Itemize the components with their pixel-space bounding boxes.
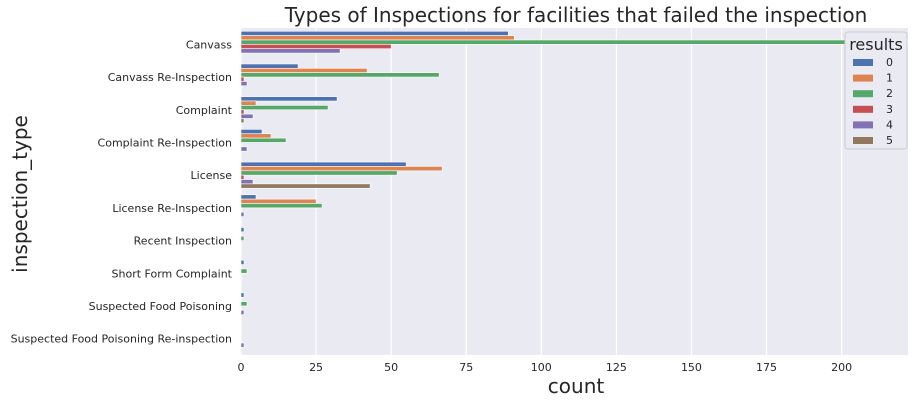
- legend-swatch-4: [853, 121, 873, 129]
- x-tick-label-25: 25: [309, 361, 323, 374]
- x-tick-label-125: 125: [606, 361, 627, 374]
- bar-1-series-0: [240, 63, 299, 69]
- legend-swatch-1: [853, 74, 873, 82]
- plot-background: [241, 28, 908, 355]
- bar-5-series-0: [240, 194, 257, 200]
- bar-4-series-5: [240, 183, 371, 189]
- bar-1-series-4: [240, 81, 248, 87]
- legend-swatch-2: [853, 90, 873, 98]
- bar-2-series-1: [240, 100, 257, 106]
- bar-2-series-5: [240, 118, 245, 124]
- legend-items: 0 1 2 3 4 5: [853, 56, 893, 147]
- bar-1-series-2: [240, 72, 440, 78]
- y-tick-label-4: License: [191, 169, 233, 182]
- x-tick-label-100: 100: [531, 361, 552, 374]
- bar-8-series-0: [240, 292, 245, 298]
- legend-label-1: 1: [886, 72, 893, 85]
- y-tick-label-8: Suspected Food Poisoning: [89, 300, 232, 313]
- x-tick-label-175: 175: [756, 361, 777, 374]
- legend-label-3: 3: [886, 103, 893, 116]
- bar-2-series-0: [240, 96, 338, 102]
- legend-swatch-3: [853, 105, 873, 113]
- y-tick-label-6: Recent Inspection: [134, 235, 232, 248]
- bar-7-series-0: [240, 259, 245, 265]
- y-tick-label-3: Complaint Re-Inspection: [98, 136, 232, 149]
- x-axis-label: count: [548, 374, 605, 398]
- x-tick-label-0: 0: [238, 361, 245, 374]
- y-tick-label-9: Suspected Food Poisoning Re-inspection: [11, 333, 232, 346]
- bar-9-series-4: [240, 342, 245, 348]
- bar-5-series-4: [240, 211, 245, 217]
- bar-0-series-3: [240, 44, 392, 50]
- legend-label-2: 2: [886, 87, 893, 100]
- bar-6-series-2: [240, 235, 245, 241]
- bar-3-series-0: [240, 129, 263, 135]
- bar-8-series-2: [240, 301, 248, 307]
- bar-1-series-3: [240, 76, 245, 82]
- bar-5-series-1: [240, 198, 317, 204]
- bar-0-series-4: [240, 48, 341, 54]
- bar-2-series-3: [240, 109, 245, 115]
- bar-3-series-2: [240, 137, 287, 143]
- y-tick-labels: Canvass Canvass Re-Inspection Complaint Com…: [11, 38, 233, 345]
- bar-3-series-4: [240, 146, 248, 152]
- bar-0-series-2: [240, 39, 908, 45]
- legend-title: results: [849, 35, 903, 54]
- legend-label-4: 4: [886, 118, 893, 131]
- y-axis-label: inspection_type: [8, 115, 32, 273]
- y-tick-label-2: Complaint: [176, 104, 233, 117]
- y-tick-label-7: Short Form Complaint: [112, 267, 233, 280]
- legend-label-5: 5: [886, 134, 893, 147]
- bar-5-series-2: [240, 203, 323, 209]
- y-tick-label-5: License Re-Inspection: [112, 202, 232, 215]
- x-tick-label-50: 50: [384, 361, 398, 374]
- bar-3-series-1: [240, 133, 272, 139]
- bar-7-series-2: [240, 268, 248, 274]
- x-tick-labels: 0 25 50 75 100 125 150 175 200: [238, 361, 853, 374]
- bar-6-series-0: [240, 227, 245, 233]
- bars: [240, 30, 908, 348]
- bar-4-series-2: [240, 170, 398, 176]
- bar-8-series-4: [240, 310, 245, 315]
- bar-4-series-0: [240, 161, 407, 167]
- bar-4-series-4: [240, 179, 254, 185]
- bar-0-series-0: [240, 30, 509, 36]
- bar-0-series-1: [240, 35, 515, 41]
- legend-swatch-0: [853, 59, 873, 66]
- bar-4-series-1: [240, 166, 443, 172]
- legend: results 0 1 2 3 4 5: [844, 31, 908, 150]
- x-tick-label-150: 150: [681, 361, 702, 374]
- bar-1-series-1: [240, 68, 368, 73]
- y-tick-label-1: Canvass Re-Inspection: [108, 71, 232, 84]
- bar-4-series-3: [240, 174, 245, 180]
- x-tick-label-75: 75: [459, 361, 473, 374]
- bar-2-series-2: [240, 105, 329, 111]
- chart-title: Types of Inspections for facilities that…: [284, 3, 868, 27]
- y-tick-label-0: Canvass: [186, 38, 232, 51]
- x-tick-label-200: 200: [831, 361, 852, 374]
- bar-2-series-4: [240, 113, 254, 119]
- legend-label-0: 0: [886, 56, 893, 69]
- legend-swatch-5: [853, 137, 873, 144]
